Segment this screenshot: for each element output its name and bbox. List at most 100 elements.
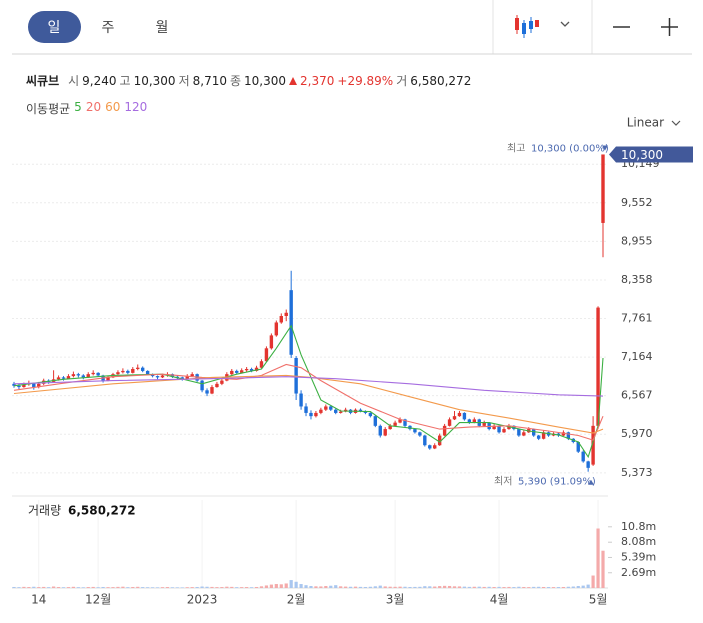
volume-bar xyxy=(264,585,269,588)
volume-bar xyxy=(106,587,110,588)
volume-bar xyxy=(76,587,80,588)
candle-body xyxy=(368,412,373,417)
volume-bar xyxy=(86,587,90,588)
candle-body xyxy=(447,419,452,426)
tab[interactable]: 월 xyxy=(156,20,169,36)
candle-body xyxy=(492,425,496,430)
volume-bar xyxy=(150,587,155,588)
volume-bar xyxy=(383,586,387,588)
volume-bar xyxy=(339,586,343,588)
candle-body xyxy=(418,432,422,436)
volume-bar xyxy=(240,587,244,588)
candle-body xyxy=(81,375,85,378)
volume-bar xyxy=(185,587,189,588)
volume-bar xyxy=(363,586,368,588)
x-tick-label: 2월 xyxy=(287,593,306,607)
volume-bar xyxy=(51,586,56,588)
quote-line: 씨큐브 시 9,240 고 10,300 저 8,710 종 10,300 2,370 … xyxy=(26,72,471,89)
change: 2,370 xyxy=(300,73,335,88)
volume-bar xyxy=(334,585,338,588)
candle-body xyxy=(566,432,571,439)
volume-bar xyxy=(443,585,447,588)
volume-bar xyxy=(91,586,95,588)
candle-body xyxy=(160,375,165,378)
volume-bar xyxy=(160,587,165,588)
candle-body xyxy=(309,412,313,417)
scale-chevron[interactable] xyxy=(671,120,681,126)
candle-body xyxy=(269,335,274,349)
volume-bar xyxy=(527,587,531,588)
volume-bar xyxy=(537,586,541,588)
volume-bar xyxy=(155,587,160,588)
candle-body xyxy=(383,429,387,436)
candle-body xyxy=(131,368,135,373)
candle-body xyxy=(561,432,566,436)
y-tick-label: 7,164 xyxy=(621,350,653,363)
high-label: 최고 xyxy=(507,142,525,154)
candle-body xyxy=(116,372,120,375)
candle-body xyxy=(56,377,61,380)
candle-body xyxy=(230,370,234,375)
candle-body xyxy=(304,406,308,413)
value: 10,300 xyxy=(244,73,287,88)
volume-bar xyxy=(497,586,501,588)
candle-body xyxy=(462,412,467,420)
volume-bar xyxy=(447,585,452,588)
volume-bar xyxy=(309,586,313,588)
value: 9,240 xyxy=(82,73,117,88)
volume-bar xyxy=(27,587,31,588)
value: 8,710 xyxy=(192,73,227,88)
label: 저 xyxy=(178,74,190,88)
price-tag-label: 10,300 xyxy=(621,148,663,162)
volume-bar xyxy=(205,586,209,588)
candle-body xyxy=(502,429,506,433)
candle-body xyxy=(319,409,323,413)
volume-bar xyxy=(66,587,71,588)
candle-body xyxy=(586,461,590,468)
volume-bar xyxy=(220,587,224,588)
moving-average xyxy=(13,376,604,397)
volume-bar xyxy=(259,586,264,588)
candle-body xyxy=(37,383,41,388)
volume-bar xyxy=(304,585,308,588)
candle-body xyxy=(264,348,269,362)
stock-name: 씨큐브 xyxy=(26,74,60,88)
low-label: 최저 xyxy=(494,476,512,488)
tab-selected[interactable] xyxy=(28,11,81,43)
chart-type-icon[interactable] xyxy=(515,15,570,38)
volume-bar xyxy=(532,586,536,588)
candle-body xyxy=(155,376,160,378)
zoom-in[interactable] xyxy=(661,18,678,36)
scale-mode[interactable]: Linear xyxy=(627,116,664,130)
volume-bar xyxy=(418,586,422,588)
candle-body xyxy=(12,383,16,386)
tab[interactable]: 주 xyxy=(102,20,115,36)
y-tick-label: 9,552 xyxy=(621,196,653,209)
volume-bar xyxy=(542,586,546,588)
tab[interactable]: 일 xyxy=(48,20,61,36)
volume-bar xyxy=(472,586,476,588)
candle-body xyxy=(507,425,511,430)
candle-body xyxy=(576,442,580,452)
volume-bar xyxy=(81,587,85,588)
volume-bar xyxy=(591,575,595,588)
volume-bar xyxy=(96,587,100,588)
candle-body xyxy=(121,370,125,373)
y-tick-label: 5,373 xyxy=(621,466,653,479)
volume-tick-label: 2.69m xyxy=(621,566,656,579)
ma-legend-item: 120 xyxy=(124,100,148,114)
volume-bar xyxy=(249,587,254,588)
volume-bar xyxy=(566,586,570,588)
volume-bar xyxy=(131,586,135,588)
volume-bar xyxy=(517,586,521,588)
candle-body xyxy=(378,425,382,436)
volume-bar xyxy=(274,584,278,588)
low-text: 5,390 (91.09%) xyxy=(518,477,596,488)
candle-body xyxy=(235,370,239,373)
volume-bar xyxy=(467,586,471,588)
candle-body xyxy=(126,370,130,373)
candle-body xyxy=(185,376,189,379)
moving-average xyxy=(13,363,604,441)
volume-bar xyxy=(581,585,585,588)
